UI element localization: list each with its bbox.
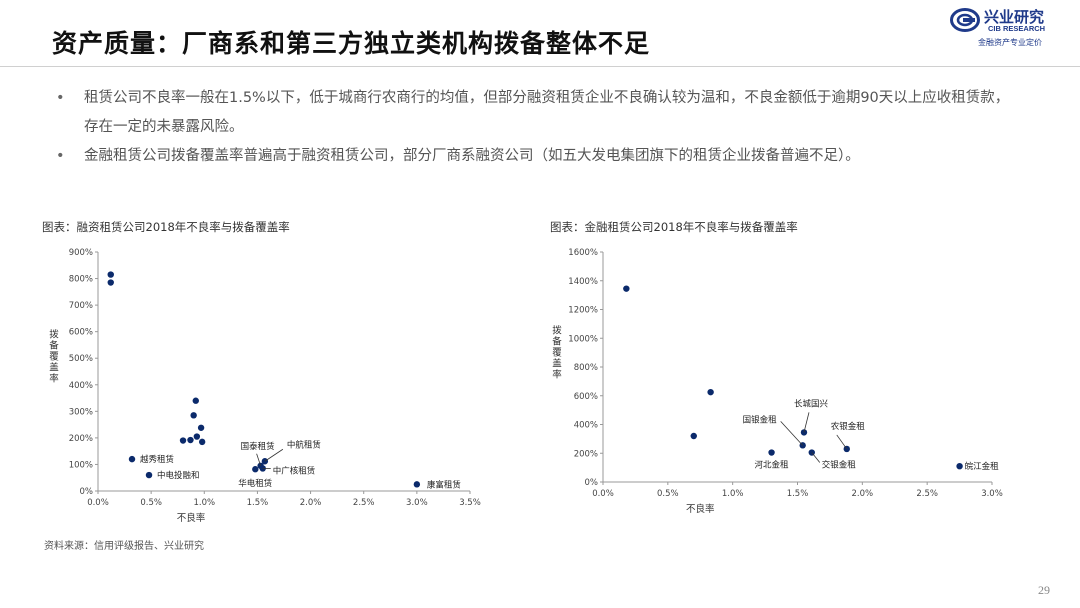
cib-logo-icon bbox=[950, 8, 980, 32]
y-tick-label: 600% bbox=[69, 328, 93, 338]
label-leader-line bbox=[803, 412, 810, 433]
chart-caption-left: 图表：融资租赁公司2018年不良率与拨备覆盖率 bbox=[42, 220, 290, 234]
data-point-label: 国银金租 bbox=[743, 414, 778, 425]
source-note: 资料来源：信用评级报告、兴业研究 bbox=[44, 541, 204, 552]
bullet-item: 金融租赁公司拨备覆盖率普遍高于融资租赁公司，部分厂商系融资公司（如五大发电集团旗… bbox=[56, 142, 1016, 171]
data-point-label: 中电投融和 bbox=[157, 470, 200, 481]
data-point-label: 交银金租 bbox=[822, 460, 857, 471]
y-axis-label: 拨备覆盖率 bbox=[552, 325, 562, 381]
data-point bbox=[187, 436, 194, 444]
x-tick-label: 1.0% bbox=[193, 498, 215, 508]
data-point bbox=[690, 432, 697, 440]
y-tick-label: 800% bbox=[69, 275, 93, 285]
page-title: 资产质量：厂商系和第三方独立类机构拨备整体不足 bbox=[52, 29, 651, 58]
page-number: 29 bbox=[1038, 583, 1050, 597]
logo-slogan: 金融资产专业定价 bbox=[978, 38, 1042, 47]
y-tick-label: 1200% bbox=[568, 306, 598, 316]
x-tick-label: 3.0% bbox=[981, 489, 1003, 499]
x-tick-label: 1.0% bbox=[722, 489, 744, 499]
x-tick-label: 3.5% bbox=[459, 498, 481, 508]
data-point bbox=[128, 455, 136, 463]
y-axis-label: 拨备覆盖率 bbox=[49, 329, 59, 385]
y-tick-label: 800% bbox=[574, 363, 598, 373]
data-point bbox=[956, 462, 963, 470]
data-point bbox=[107, 279, 114, 286]
x-tick-label: 3.0% bbox=[406, 498, 428, 508]
x-tick-label: 0.5% bbox=[140, 498, 162, 508]
scatter-chart-right: 0% 200% 400% 600% 800% 1000% 1200% 1400% 1600% 0.… bbox=[552, 248, 1003, 515]
x-tick-label: 0.0% bbox=[87, 498, 109, 508]
bullet-item: 租赁公司不良率一般在1.5%以下，低于城商行农商行的均值，但部分融资租赁企业不良… bbox=[56, 84, 1016, 142]
logo-name: 兴业研究 bbox=[984, 8, 1045, 26]
data-point-label: 皖江金租 bbox=[965, 461, 1000, 472]
data-point-label: 国泰租赁 bbox=[241, 441, 276, 452]
data-point bbox=[623, 285, 630, 292]
data-point bbox=[107, 271, 114, 278]
data-point bbox=[193, 433, 201, 440]
data-point-label: 华电租赁 bbox=[238, 478, 273, 489]
x-tick-label: 1.5% bbox=[787, 489, 809, 499]
data-point-label: 河北金租 bbox=[755, 460, 790, 471]
x-tick-label: 2.5% bbox=[916, 489, 938, 499]
x-axis-label: 不良率 bbox=[686, 503, 715, 515]
y-tick-label: 0% bbox=[80, 487, 94, 497]
data-point bbox=[190, 412, 197, 419]
x-tick-label: 0.5% bbox=[657, 489, 679, 499]
y-tick-label: 600% bbox=[574, 392, 598, 402]
data-point-label: 中航租赁 bbox=[287, 439, 322, 450]
x-tick-label: 2.0% bbox=[852, 489, 874, 499]
data-point-label: 越秀租赁 bbox=[140, 454, 175, 465]
label-leader-line bbox=[264, 448, 284, 462]
header-divider bbox=[0, 66, 1080, 67]
y-tick-label: 400% bbox=[69, 381, 93, 391]
data-point bbox=[707, 388, 714, 396]
data-point bbox=[179, 437, 187, 444]
y-tick-label: 1000% bbox=[568, 334, 598, 344]
y-tick-label: 700% bbox=[69, 301, 93, 311]
data-point-label: 中广核租赁 bbox=[273, 465, 316, 476]
y-tick-label: 0% bbox=[585, 478, 599, 488]
data-point-label: 康富租赁 bbox=[427, 479, 462, 490]
bullet-list: 租赁公司不良率一般在1.5%以下，低于城商行农商行的均值，但部分融资租赁企业不良… bbox=[56, 84, 1016, 171]
y-tick-label: 1400% bbox=[568, 277, 598, 287]
y-tick-label: 400% bbox=[574, 421, 598, 431]
x-tick-label: 2.5% bbox=[353, 498, 375, 508]
label-leader-line bbox=[256, 453, 261, 466]
y-tick-label: 1600% bbox=[568, 248, 598, 258]
data-point bbox=[413, 481, 421, 488]
x-tick-label: 2.0% bbox=[300, 498, 322, 508]
data-point-label: 农银金租 bbox=[831, 421, 866, 432]
y-tick-label: 200% bbox=[574, 449, 598, 459]
data-point-label: 长城国兴 bbox=[794, 398, 829, 409]
y-tick-label: 100% bbox=[69, 460, 93, 470]
logo-english: CIB RESEARCH bbox=[988, 24, 1046, 33]
y-tick-label: 900% bbox=[69, 248, 93, 258]
data-point bbox=[145, 471, 153, 479]
label-leader-line bbox=[836, 434, 848, 450]
chart-caption-right: 图表：金融租赁公司2018年不良率与拨备覆盖率 bbox=[550, 220, 798, 234]
x-tick-label: 1.5% bbox=[247, 498, 269, 508]
data-point bbox=[198, 438, 206, 446]
data-point bbox=[768, 449, 775, 456]
y-tick-label: 300% bbox=[69, 407, 93, 417]
data-point bbox=[192, 397, 199, 404]
y-tick-label: 200% bbox=[69, 434, 93, 444]
y-tick-label: 500% bbox=[69, 354, 93, 364]
x-tick-label: 0.0% bbox=[592, 489, 614, 499]
data-point bbox=[197, 424, 205, 431]
cib-research-logo: 兴业研究 CIB RESEARCH 金融资产专业定价 bbox=[948, 6, 1068, 50]
label-leader-line bbox=[811, 452, 821, 463]
data-point bbox=[252, 466, 259, 473]
x-axis-label: 不良率 bbox=[177, 512, 206, 524]
scatter-chart-left: 0% 100% 200% 300% 400% 500% 600% 700% 800% 900% 0.… bbox=[49, 248, 481, 524]
label-leader-line bbox=[780, 421, 803, 446]
